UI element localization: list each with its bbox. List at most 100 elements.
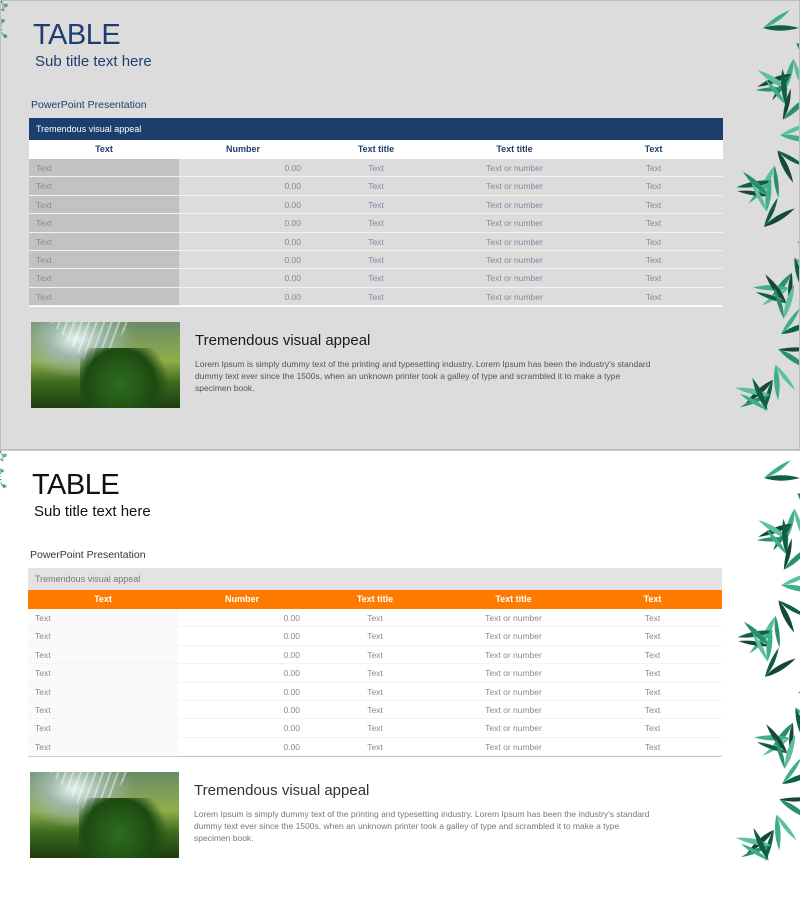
slide-2: TABLE Sub title text here PowerPoint Prese… [0,450,800,900]
table-cell: Text [644,741,661,752]
feature-heading: Tremendous visual appeal [194,782,370,799]
sprinkler-photo [30,772,179,858]
column-header[interactable]: Number [224,594,259,604]
table-cell: Text or number [485,668,542,679]
feature-heading: Tremendous visual appeal [195,332,371,349]
table-cell: Text or number [485,631,542,642]
table-row: Text 0.00 Text Text or number Text [28,719,722,738]
table-cell: 0.00 [284,273,301,284]
column-header[interactable]: Number [225,144,260,154]
table-cell: Text [644,668,661,679]
table-cell: Text [28,682,178,700]
table-cell: Text [368,163,384,173]
data-table: Tremendous visual appeal Text Number Text t… [28,568,722,758]
table-cell: Text [29,250,179,269]
photo-bush [79,798,179,858]
table-row: Text 0.00 Text Text or number Text [28,645,722,665]
table-row: Text 0.00 Text Text or number Text [28,682,722,701]
table-cell: Text or number [485,723,542,734]
table-cell: Text [644,649,661,660]
table-cell: Text or number [485,649,542,660]
table-cell: 0.00 [283,649,300,660]
table-cell: Text [645,273,662,284]
table-cell: Text [29,232,179,250]
table-cell: Text [644,613,661,623]
table-cell: Text [645,163,662,173]
table-row: Text 0.00 Text Text or number Text [28,737,722,757]
section-label: PowerPoint Presentation [30,549,146,561]
column-header[interactable]: Text [94,594,112,604]
table-cell: Text [368,254,384,265]
slide-subtitle: Sub title text here [35,53,152,70]
table-cell: 0.00 [283,668,300,679]
table-cell: 0.00 [283,704,300,715]
data-table: Tremendous visual appeal Text Number Text t… [29,118,723,308]
table-cell: Text [644,631,661,642]
table-cell: Text [644,704,661,715]
column-header[interactable]: Text [95,144,113,154]
table-cell: Text [28,700,178,719]
table-cell: 0.00 [284,181,301,192]
table-cell: Text [368,199,384,210]
table-cell: Text [368,273,384,284]
column-header[interactable]: Text title [357,144,395,154]
table-cell: 0.00 [284,254,301,265]
table-cell: Text [368,181,384,192]
table-cell: 0.00 [283,723,300,734]
table-cell: 0.00 [284,163,301,173]
table-cell: Text [367,613,383,623]
table-cell: Text [29,269,179,287]
table-cell: Text [367,668,383,679]
table-row: Text 0.00 Text Text or number Text [29,287,723,307]
table-cell: Text or number [486,218,543,229]
table-cell: Text or number [486,273,543,284]
table-cell: 0.00 [284,291,301,302]
table-cell: 0.00 [284,218,301,229]
slide-1: TABLE Sub title text here PowerPoint Prese… [0,0,800,450]
table-cell: 0.00 [283,741,300,752]
table-cell: Text [645,199,662,210]
table-cell: Text [28,719,178,737]
table-row: Text 0.00 Text Text or number Text [29,159,723,178]
table-cell: Text [367,723,383,734]
table-cell: Text or number [486,254,543,265]
table-cell: Text [367,686,383,697]
table-cell: Text [368,291,384,302]
slide-title: TABLE [33,19,121,51]
table-cell: Text or number [485,704,542,715]
column-header[interactable]: Text title [495,594,532,604]
table-cell: 0.00 [284,199,301,210]
table-row: Text 0.00 Text Text or number Text [28,627,722,646]
table-cell: Text [28,664,178,682]
table-row: Text 0.00 Text Text or number Text [28,609,722,628]
table-cell: 0.00 [283,613,300,623]
table-cell: Text [645,181,662,192]
leaf-decoration-icon [735,460,800,862]
column-header[interactable]: Text title [356,594,394,604]
table-cell: Text [28,609,178,627]
table-cell: Text or number [486,181,543,192]
table-cell: Text [29,159,179,177]
table-cell: Text [367,631,383,642]
column-header[interactable]: Text [643,594,662,604]
table-cell: Text or number [486,236,543,247]
table-cell: Text [644,723,661,734]
table-row: Text 0.00 Text Text or number Text [28,664,722,683]
slide-subtitle: Sub title text here [34,503,151,520]
table-cell: Text [28,737,178,756]
column-header[interactable]: Text title [496,144,533,154]
column-header[interactable]: Text [644,144,663,154]
table-row: Text 0.00 Text Text or number Text [29,177,723,196]
table-cell: Text [29,177,179,195]
table-cell: 0.00 [283,631,300,642]
feature-body: Lorem Ipsum is simply dummy text of the … [194,809,650,843]
table-cell: Text [367,704,383,715]
table-cell: Text or number [486,163,543,173]
table-cell: Text [28,627,178,645]
table-cell: Text [645,291,662,302]
table-caption: Tremendous visual appeal [28,568,722,590]
table-header-row: Text Number Text title Text title Text [28,590,722,609]
table-row: Text 0.00 Text Text or number Text [29,250,723,270]
table-row: Text 0.00 Text Text or number Text [29,269,723,288]
feature-body: Lorem Ipsum is simply dummy text of the … [195,359,651,393]
